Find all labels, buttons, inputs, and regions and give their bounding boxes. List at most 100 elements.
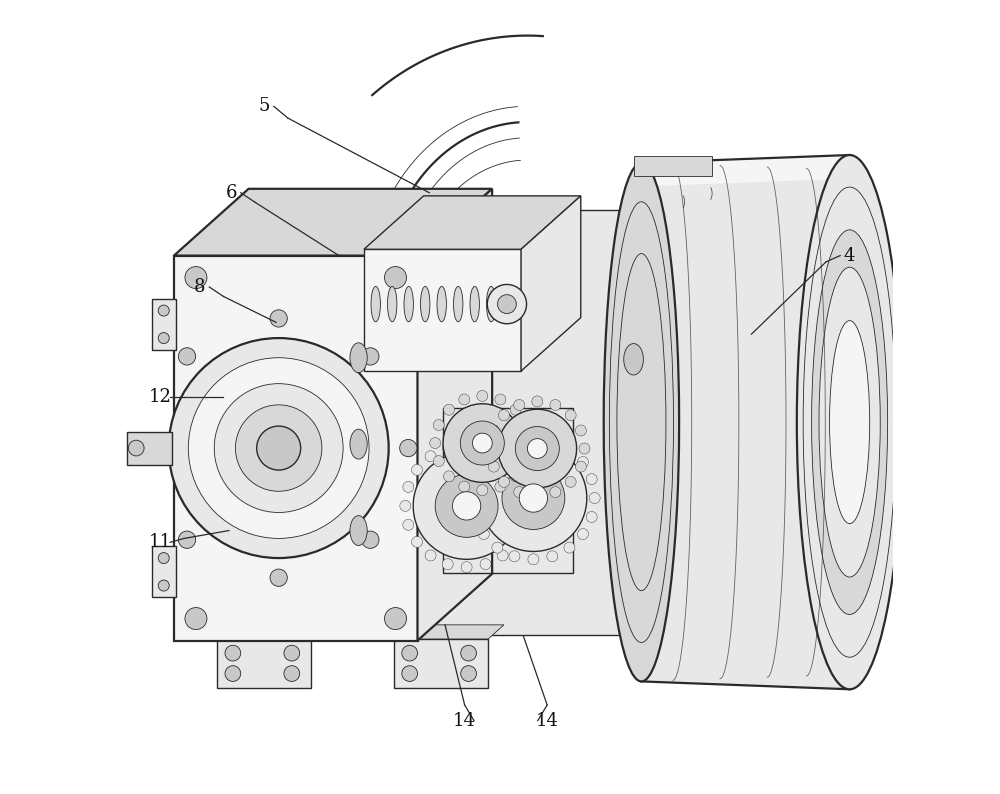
Circle shape [488,425,499,436]
Circle shape [403,519,414,530]
Circle shape [480,442,491,453]
Polygon shape [217,625,327,639]
Circle shape [515,426,559,471]
Text: 5: 5 [259,98,270,115]
Polygon shape [418,210,641,634]
Circle shape [492,443,503,454]
Circle shape [520,419,531,430]
Text: 14: 14 [453,711,476,730]
Bar [174,256,418,641]
Circle shape [547,434,558,445]
Circle shape [214,384,343,512]
Circle shape [442,559,453,569]
Ellipse shape [830,321,870,524]
Circle shape [498,410,509,421]
Circle shape [185,267,207,288]
Circle shape [514,487,525,498]
Circle shape [443,404,454,415]
Ellipse shape [404,287,413,322]
Polygon shape [641,155,850,689]
Circle shape [586,473,597,484]
Bar [443,407,573,572]
Polygon shape [394,625,504,639]
Circle shape [487,284,527,324]
Circle shape [158,580,169,591]
Circle shape [510,404,521,415]
Circle shape [532,490,543,501]
Circle shape [128,440,144,456]
Circle shape [495,394,506,405]
Circle shape [430,437,441,449]
Circle shape [498,476,509,488]
Text: 4: 4 [844,247,855,264]
Ellipse shape [619,411,633,434]
Circle shape [498,409,577,488]
Ellipse shape [426,553,440,575]
Circle shape [385,607,407,630]
Circle shape [169,338,389,558]
Circle shape [185,607,207,630]
Ellipse shape [453,287,463,322]
Ellipse shape [420,287,430,322]
Circle shape [461,646,476,661]
Circle shape [564,542,575,553]
Circle shape [402,665,418,681]
Circle shape [435,475,498,538]
Ellipse shape [619,269,633,291]
Ellipse shape [619,222,633,244]
Polygon shape [418,189,492,641]
Circle shape [443,471,454,482]
Circle shape [565,476,576,488]
Circle shape [403,481,414,492]
Circle shape [270,310,287,327]
Ellipse shape [426,600,440,622]
Bar [152,546,176,597]
Circle shape [461,439,472,450]
Circle shape [412,464,423,476]
Circle shape [425,550,436,561]
Circle shape [497,550,508,561]
Ellipse shape [486,287,496,322]
Circle shape [514,399,525,410]
Text: 6: 6 [226,183,237,202]
Circle shape [461,665,476,681]
Circle shape [488,461,499,472]
Circle shape [528,431,539,442]
Circle shape [433,419,444,430]
Circle shape [452,491,481,520]
Circle shape [235,405,322,491]
Circle shape [425,451,436,462]
Circle shape [519,519,530,530]
Circle shape [443,404,522,482]
Circle shape [522,500,533,511]
Polygon shape [521,196,581,371]
Ellipse shape [350,343,367,372]
Circle shape [225,646,241,661]
Circle shape [470,473,481,484]
Circle shape [575,461,586,472]
Circle shape [433,456,444,467]
Circle shape [158,553,169,564]
Circle shape [586,511,597,522]
Circle shape [362,531,379,549]
Circle shape [480,445,587,552]
Circle shape [459,481,470,492]
Ellipse shape [350,515,367,545]
Ellipse shape [797,155,902,689]
Bar [394,639,488,688]
Circle shape [158,305,169,316]
Ellipse shape [619,553,633,575]
Ellipse shape [819,268,880,577]
Circle shape [480,559,491,569]
Circle shape [524,437,535,449]
Circle shape [477,391,488,402]
Ellipse shape [470,287,479,322]
Circle shape [511,537,522,547]
Polygon shape [641,155,850,187]
Bar [152,299,176,350]
Ellipse shape [619,600,633,622]
Text: 14: 14 [536,711,559,730]
Text: 8: 8 [194,278,206,296]
Circle shape [284,646,300,661]
Circle shape [413,453,520,559]
